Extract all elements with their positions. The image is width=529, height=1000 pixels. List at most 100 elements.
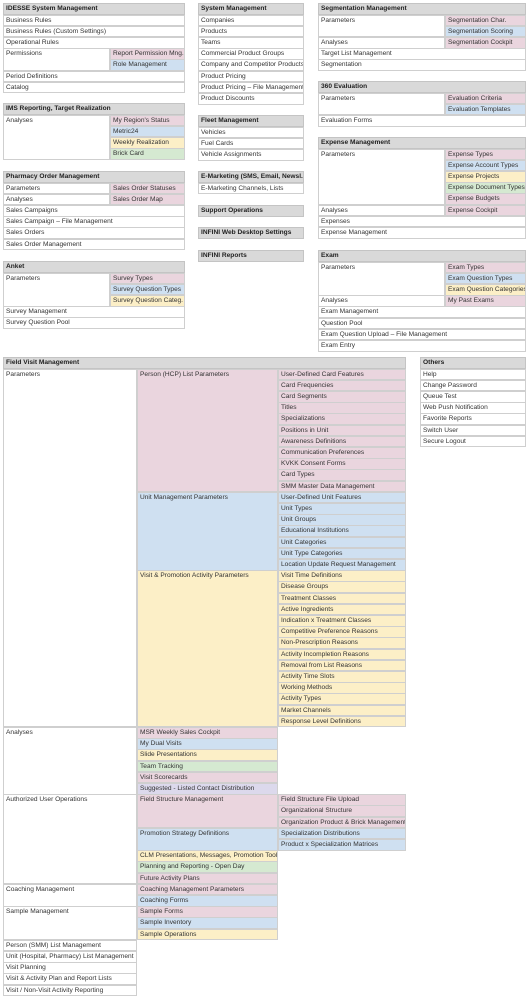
menu-item[interactable]: Exam Entry	[318, 339, 526, 352]
menu-item[interactable]: Activity Types	[278, 693, 406, 705]
menu-item[interactable]: Card Frequencies	[278, 379, 406, 392]
menu-item[interactable]: Organizational Structure	[278, 805, 406, 817]
menu-item[interactable]: Segmentation Cockpit	[445, 36, 526, 49]
menu-item[interactable]: Switch User	[420, 424, 526, 437]
menu-item[interactable]: Visit Scorecards	[137, 771, 278, 784]
menu-item[interactable]: Sales Order Statuses	[110, 182, 185, 195]
menu-item[interactable]: E-Marketing Channels, Lists	[198, 182, 304, 195]
menu-item[interactable]: User-Defined Card Features	[278, 368, 406, 381]
menu-item[interactable]: Coaching Forms	[137, 894, 278, 907]
menu-item[interactable]: Expense Budgets	[445, 193, 526, 205]
menu-item[interactable]: Operational Rules	[3, 36, 185, 49]
menu-item[interactable]: Expenses	[318, 215, 526, 228]
menu-item[interactable]: CLM Presentations, Messages, Promotion T…	[137, 850, 278, 862]
menu-item[interactable]: Evaluation Criteria	[445, 92, 526, 105]
menu-item[interactable]: Slide Presentations	[137, 749, 278, 761]
menu-item[interactable]: Period Definitions	[3, 70, 185, 83]
menu-item[interactable]: Unit (Hospital, Pharmacy) List Managemen…	[3, 950, 137, 963]
menu-item[interactable]: Segmentation Char.	[445, 14, 526, 27]
menu-item[interactable]: Vehicles	[198, 126, 304, 139]
menu-item[interactable]: Evaluation Templates	[445, 103, 526, 116]
menu-item[interactable]: Planning and Reporting - Open Day	[137, 861, 278, 873]
menu-item[interactable]: Response Level Definitions	[278, 715, 406, 728]
menu-item[interactable]: Vehicle Assignments	[198, 148, 304, 161]
menu-item[interactable]: Exam Question Upload – File Management	[318, 328, 526, 341]
menu-item[interactable]: Titles	[278, 402, 406, 414]
menu-item[interactable]: Help	[420, 368, 526, 381]
menu-item[interactable]: Sample Inventory	[137, 917, 278, 929]
menu-item[interactable]: My Dual Visits	[137, 738, 278, 750]
menu-item[interactable]: Location Update Request Management	[278, 558, 406, 571]
menu-item[interactable]: Unit Types	[278, 502, 406, 515]
menu-item[interactable]: Exam Types	[445, 261, 526, 274]
menu-item[interactable]: Unit Type Categories	[278, 547, 406, 560]
menu-item[interactable]: Favorite Reports	[420, 413, 526, 425]
menu-item[interactable]: Survey Question Categ.	[110, 294, 185, 307]
menu-item[interactable]: Exam Question Categories	[445, 283, 526, 296]
menu-item[interactable]: Business Rules	[3, 14, 185, 27]
menu-item[interactable]: Products	[198, 25, 304, 38]
menu-item[interactable]: Coaching Management Parameters	[137, 883, 278, 896]
menu-item[interactable]: Specializations	[278, 413, 406, 425]
menu-item[interactable]: Visit / Non-Visit Activity Reporting	[3, 984, 137, 997]
menu-item[interactable]: Activity Time Slots	[278, 670, 406, 683]
menu-item[interactable]: Sample Operations	[137, 928, 278, 941]
menu-item[interactable]: Web Push Notification	[420, 402, 526, 414]
menu-item[interactable]: Sample Forms	[137, 906, 278, 918]
menu-item[interactable]: Exam Management	[318, 306, 526, 318]
menu-item[interactable]: Business Rules (Custom Settings)	[3, 25, 185, 38]
menu-item[interactable]: Product Pricing – File Management	[198, 81, 304, 94]
menu-item[interactable]: Expense Types	[445, 148, 526, 161]
menu-item[interactable]: SMM Master Data Management	[278, 480, 406, 493]
menu-item[interactable]: Metric24	[110, 125, 185, 138]
menu-item[interactable]: Sales Orders	[3, 227, 185, 239]
menu-item[interactable]: Unit Categories	[278, 536, 406, 549]
menu-item[interactable]: Team Tracking	[137, 760, 278, 773]
menu-item[interactable]: MSR Weekly Sales Cockpit	[137, 726, 278, 739]
menu-item[interactable]: Specialization Distributions	[278, 827, 406, 840]
menu-item[interactable]: Expense Projects	[445, 170, 526, 183]
menu-item[interactable]: Target List Management	[318, 48, 526, 60]
menu-item[interactable]: Fuel Cards	[198, 137, 304, 150]
menu-item[interactable]: Visit Time Definitions	[278, 570, 406, 582]
menu-item[interactable]: Future Activity Plans	[137, 872, 278, 885]
menu-item[interactable]: Expense Document Types	[445, 182, 526, 194]
menu-item[interactable]: Teams	[198, 36, 304, 49]
menu-item[interactable]: Change Password	[420, 379, 526, 392]
menu-item[interactable]: Product x Specialization Matrices	[278, 838, 406, 851]
menu-item[interactable]: Awareness Definitions	[278, 435, 406, 448]
menu-item[interactable]: Organization Product & Brick Management	[278, 816, 406, 829]
menu-item[interactable]: Suggested - Listed Contact Distribution	[137, 782, 278, 795]
menu-item[interactable]: Brick Card	[110, 148, 185, 160]
menu-item[interactable]: Question Pool	[318, 317, 526, 330]
menu-item[interactable]: My Past Exams	[445, 295, 526, 307]
menu-item[interactable]: Visit & Activity Plan and Report Lists	[3, 973, 137, 985]
menu-item[interactable]: Market Channels	[278, 704, 406, 717]
menu-item[interactable]: Report Permission Mng.	[110, 48, 185, 60]
menu-item[interactable]: Queue Test	[420, 390, 526, 403]
menu-item[interactable]: Activity Incompletion Reasons	[278, 648, 406, 661]
menu-item[interactable]: Evaluation Forms	[318, 114, 526, 127]
menu-item[interactable]: Survey Question Pool	[3, 317, 185, 329]
menu-item[interactable]: Sales Order Map	[110, 193, 185, 206]
menu-item[interactable]: Treatment Classes	[278, 592, 406, 605]
menu-item[interactable]: Expense Account Types	[445, 159, 526, 172]
menu-item[interactable]: Card Types	[278, 469, 406, 481]
menu-item[interactable]: Product Pricing	[198, 70, 304, 83]
menu-item[interactable]: Expense Management	[318, 226, 526, 239]
menu-item[interactable]: Competitive Preference Reasons	[278, 626, 406, 638]
menu-item[interactable]: Secure Logout	[420, 435, 526, 448]
menu-item[interactable]: Role Management	[110, 59, 185, 71]
menu-item[interactable]: Positions in Unit	[278, 424, 406, 437]
menu-item[interactable]: Disease Groups	[278, 581, 406, 593]
menu-item[interactable]: Company and Competitor Products	[198, 59, 304, 71]
menu-item[interactable]: Working Methods	[278, 682, 406, 694]
menu-item[interactable]: Product Discounts	[198, 92, 304, 105]
menu-item[interactable]: Educational Institutions	[278, 525, 406, 537]
menu-item[interactable]: My Region's Status	[110, 114, 185, 127]
menu-item[interactable]: Segmentation	[318, 59, 526, 71]
menu-item[interactable]: Segmentation Scoring	[445, 25, 526, 38]
menu-item[interactable]: Active Ingredients	[278, 603, 406, 616]
menu-item[interactable]: Exam Question Types	[445, 272, 526, 285]
menu-item[interactable]: Removal from List Reasons	[278, 659, 406, 672]
